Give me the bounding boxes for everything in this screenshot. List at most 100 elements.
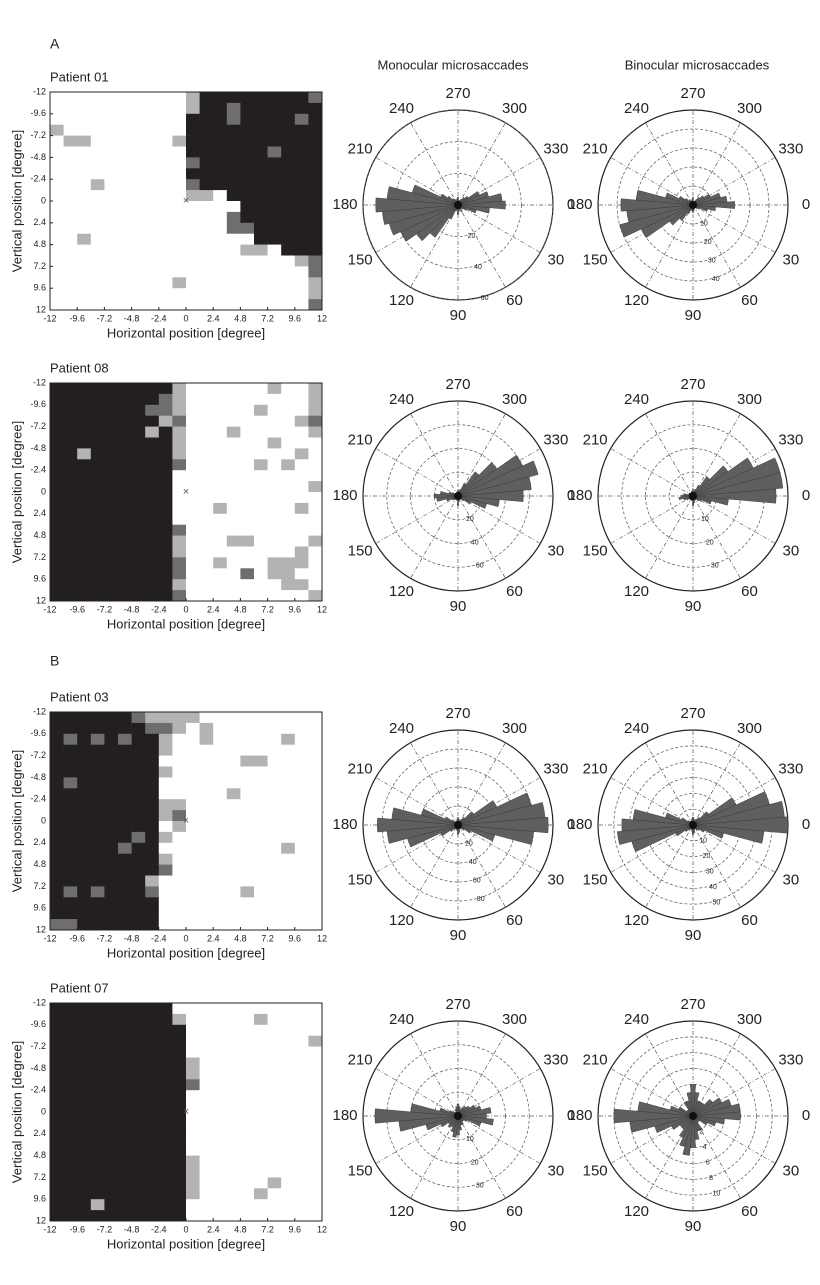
cell bbox=[294, 513, 309, 525]
polar-bar bbox=[456, 824, 460, 835]
cell bbox=[172, 266, 187, 278]
cell bbox=[77, 568, 92, 580]
cell bbox=[213, 190, 228, 202]
cell bbox=[104, 919, 119, 931]
cell bbox=[186, 1155, 200, 1167]
cell bbox=[104, 404, 119, 416]
angle-label: 180 bbox=[332, 487, 357, 504]
cell bbox=[131, 383, 146, 395]
cell bbox=[240, 426, 255, 438]
cell bbox=[158, 255, 173, 267]
cell bbox=[172, 470, 187, 482]
cell bbox=[77, 1177, 92, 1189]
cell bbox=[77, 1122, 92, 1135]
cell bbox=[131, 590, 146, 602]
cell bbox=[281, 546, 296, 558]
cell bbox=[267, 393, 282, 406]
y-tick-label: 4.8 bbox=[33, 1150, 46, 1160]
cell bbox=[226, 157, 241, 169]
cell bbox=[199, 777, 214, 789]
cell bbox=[267, 404, 282, 416]
cell bbox=[145, 1046, 160, 1058]
polar-bar bbox=[692, 800, 785, 826]
cell bbox=[199, 92, 214, 104]
cell bbox=[308, 124, 323, 136]
fixation-marker: × bbox=[183, 1106, 189, 1118]
cell bbox=[145, 168, 160, 180]
cell bbox=[254, 1210, 268, 1222]
angle-grid bbox=[457, 824, 541, 873]
cell bbox=[158, 470, 173, 482]
cell bbox=[240, 277, 255, 289]
cell bbox=[199, 135, 214, 147]
cell bbox=[267, 908, 282, 920]
angle-label: 210 bbox=[348, 760, 373, 777]
cell bbox=[226, 1199, 241, 1211]
cell bbox=[267, 712, 282, 724]
x-tick-label: 0 bbox=[183, 933, 188, 943]
cell bbox=[240, 579, 255, 591]
cell bbox=[90, 383, 105, 395]
angle-grid bbox=[375, 1068, 459, 1117]
cell bbox=[240, 919, 255, 931]
radial-tick-label: 20 bbox=[704, 239, 712, 246]
cell bbox=[131, 135, 146, 147]
cell bbox=[50, 1188, 64, 1200]
cell bbox=[131, 1155, 146, 1167]
cell bbox=[294, 1068, 309, 1080]
cell bbox=[50, 1177, 64, 1189]
cell bbox=[294, 383, 309, 395]
cell bbox=[145, 113, 160, 125]
cell bbox=[226, 821, 241, 833]
cell bbox=[77, 393, 92, 406]
cell bbox=[213, 1133, 228, 1145]
cell bbox=[77, 459, 92, 471]
cell bbox=[77, 190, 92, 202]
angle-label: 300 bbox=[502, 391, 527, 408]
cell bbox=[213, 201, 228, 213]
cell bbox=[118, 201, 132, 213]
cell bbox=[90, 1112, 105, 1124]
cell bbox=[50, 135, 64, 147]
cell bbox=[145, 535, 160, 547]
cell bbox=[267, 201, 282, 213]
cell bbox=[308, 821, 323, 833]
cell bbox=[281, 1199, 296, 1211]
cell bbox=[281, 1188, 296, 1200]
cell bbox=[50, 157, 64, 169]
cell bbox=[294, 1112, 309, 1124]
cell bbox=[226, 481, 241, 493]
cell bbox=[158, 222, 173, 234]
radial-tick-label: 30 bbox=[476, 1183, 484, 1190]
cell bbox=[254, 1122, 268, 1135]
cell bbox=[254, 437, 268, 449]
cell bbox=[158, 919, 173, 931]
cell bbox=[63, 513, 78, 525]
cell bbox=[104, 393, 119, 406]
cell bbox=[50, 470, 64, 482]
cell bbox=[226, 831, 241, 844]
cell bbox=[254, 233, 268, 245]
cell bbox=[104, 590, 119, 602]
cell bbox=[50, 875, 64, 887]
polar-bar bbox=[374, 1108, 459, 1124]
angle-label: 180 bbox=[332, 196, 357, 213]
cell bbox=[281, 1057, 296, 1069]
cell bbox=[294, 481, 309, 493]
cell bbox=[172, 777, 187, 789]
cell bbox=[254, 712, 268, 724]
cell bbox=[186, 1024, 200, 1036]
cell bbox=[240, 92, 255, 104]
cell bbox=[90, 113, 105, 125]
cell bbox=[77, 1144, 92, 1156]
angle-grid bbox=[410, 824, 459, 908]
cell bbox=[281, 157, 296, 169]
cell bbox=[186, 157, 200, 169]
cell bbox=[63, 1035, 78, 1047]
cell bbox=[186, 1003, 200, 1015]
cell bbox=[186, 821, 200, 833]
cell bbox=[213, 179, 228, 191]
cell bbox=[90, 124, 105, 136]
cell bbox=[145, 502, 160, 515]
cell bbox=[294, 266, 309, 278]
